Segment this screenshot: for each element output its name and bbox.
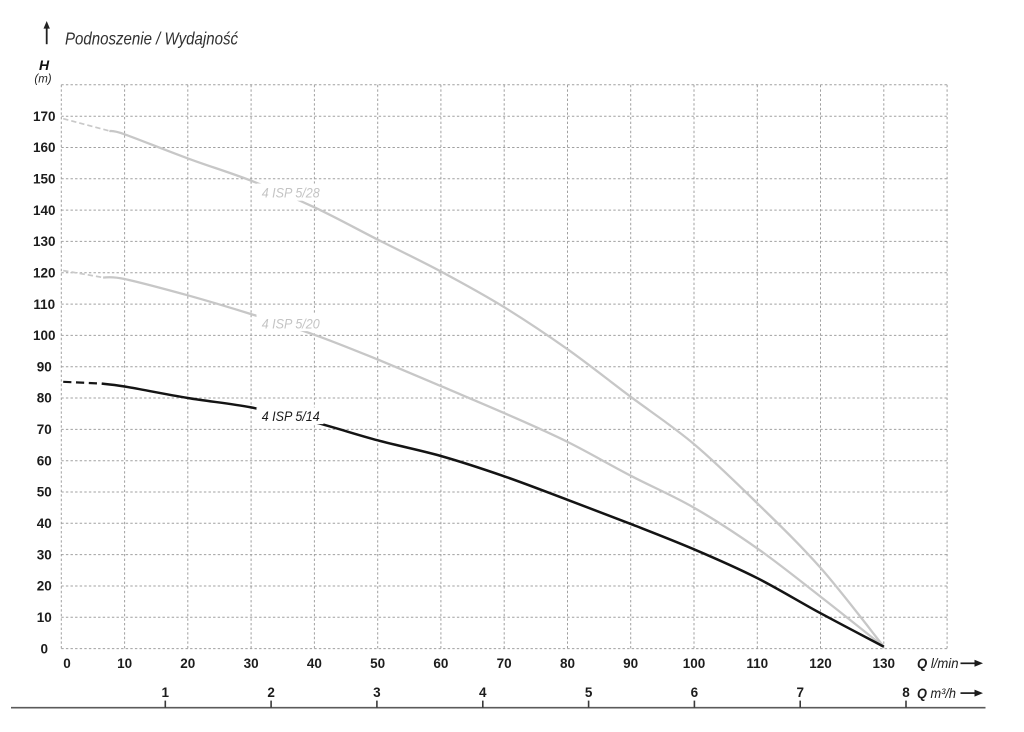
svg-text:Q l/min: Q l/min — [917, 655, 959, 671]
svg-text:90: 90 — [623, 656, 638, 671]
svg-text:1: 1 — [162, 685, 170, 700]
svg-text:120: 120 — [33, 266, 56, 281]
svg-text:4 ISP 5/20: 4 ISP 5/20 — [262, 317, 320, 332]
svg-text:130: 130 — [873, 656, 896, 671]
svg-text:130: 130 — [33, 234, 56, 249]
svg-text:30: 30 — [244, 656, 259, 671]
svg-text:120: 120 — [809, 656, 832, 671]
svg-text:110: 110 — [33, 297, 55, 312]
svg-text:90: 90 — [37, 359, 52, 374]
svg-text:150: 150 — [33, 172, 56, 187]
svg-text:40: 40 — [307, 656, 322, 671]
svg-text:50: 50 — [370, 656, 385, 671]
svg-text:Podnoszenie / Wydajność: Podnoszenie / Wydajność — [65, 28, 238, 48]
svg-text:4 ISP 5/28: 4 ISP 5/28 — [262, 185, 320, 200]
svg-text:Q m³/h: Q m³/h — [917, 685, 956, 701]
svg-text:160: 160 — [33, 140, 56, 155]
svg-text:6: 6 — [691, 685, 699, 700]
svg-text:(m): (m) — [34, 74, 51, 86]
svg-text:0: 0 — [41, 641, 49, 656]
svg-text:20: 20 — [180, 656, 195, 671]
svg-text:80: 80 — [37, 391, 52, 406]
svg-text:2: 2 — [267, 685, 275, 700]
svg-text:110: 110 — [746, 656, 768, 671]
svg-text:140: 140 — [33, 203, 56, 218]
svg-text:170: 170 — [33, 109, 56, 124]
svg-text:10: 10 — [117, 656, 132, 671]
svg-text:8: 8 — [902, 685, 910, 700]
svg-text:100: 100 — [683, 656, 706, 671]
svg-text:60: 60 — [433, 656, 448, 671]
svg-text:7: 7 — [796, 685, 804, 700]
svg-text:100: 100 — [33, 328, 56, 343]
svg-text:70: 70 — [37, 422, 52, 437]
svg-text:30: 30 — [37, 547, 52, 562]
svg-text:50: 50 — [37, 485, 52, 500]
svg-text:10: 10 — [37, 610, 52, 625]
svg-text:H: H — [39, 57, 50, 73]
svg-text:70: 70 — [497, 656, 512, 671]
svg-text:40: 40 — [37, 516, 52, 531]
svg-text:80: 80 — [560, 656, 575, 671]
svg-text:4: 4 — [479, 685, 487, 700]
svg-text:20: 20 — [37, 579, 52, 594]
svg-text:60: 60 — [37, 453, 52, 468]
svg-text:5: 5 — [585, 685, 593, 700]
svg-text:3: 3 — [373, 685, 381, 700]
svg-text:4 ISP 5/14: 4 ISP 5/14 — [262, 409, 320, 424]
svg-text:0: 0 — [63, 656, 71, 671]
